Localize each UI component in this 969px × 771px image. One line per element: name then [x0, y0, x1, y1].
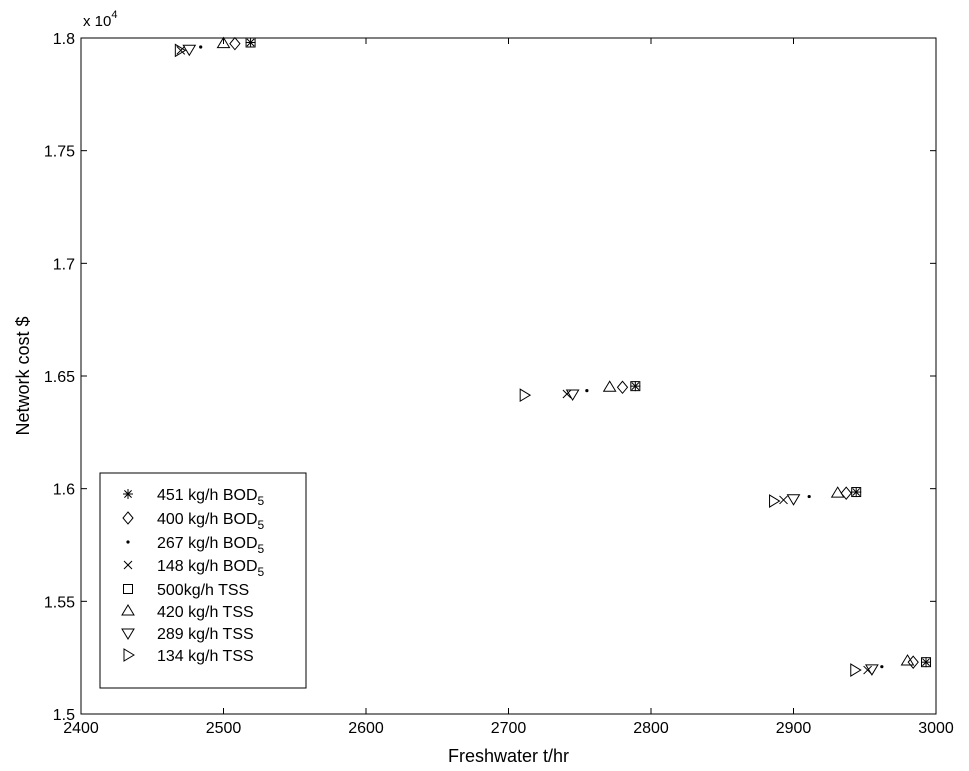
- data-point: [176, 46, 186, 55]
- data-point: [216, 36, 231, 49]
- series-7: [182, 44, 879, 676]
- data-point: [630, 381, 641, 392]
- data-point: [602, 380, 617, 392]
- series-6: [216, 36, 915, 666]
- legend-label: 400 kg/h BOD5: [157, 511, 265, 532]
- legend-marker: [126, 540, 130, 544]
- y-tick-label: 1.75: [44, 144, 75, 161]
- legend-label: 500kg/h TSS: [157, 582, 249, 599]
- series-1: [245, 37, 932, 668]
- x-tick-label: 2900: [776, 720, 812, 737]
- data-point: [174, 43, 187, 58]
- legend-frame: [99, 472, 307, 689]
- series-8: [174, 43, 862, 677]
- data-point: [830, 486, 845, 498]
- data-point: [786, 494, 801, 506]
- data-point: [900, 654, 915, 666]
- series-5: [245, 37, 932, 668]
- series-4: [176, 46, 872, 675]
- data-point: [565, 389, 580, 401]
- data-point: [864, 664, 879, 676]
- x-tick-label: 2600: [348, 720, 384, 737]
- legend-label: 451 kg/h BOD5: [157, 487, 265, 508]
- data-point: [807, 494, 811, 499]
- data-point: [921, 657, 932, 668]
- legend-marker: [123, 648, 135, 662]
- y-tick-label: 1.55: [44, 594, 75, 611]
- y-axis-label: Network cost $: [13, 316, 33, 435]
- data-point: [880, 665, 884, 669]
- x-tick-label: 2500: [206, 720, 242, 737]
- data-point: [779, 495, 788, 505]
- x-tick-label: 2700: [491, 720, 527, 737]
- data-point: [245, 37, 256, 48]
- x-tick-label: 2400: [63, 720, 99, 737]
- x-tick-label: 2800: [633, 720, 669, 737]
- y-tick-label: 1.7: [53, 256, 75, 273]
- data-point: [199, 45, 203, 49]
- legend-marker: [122, 511, 134, 525]
- legend-label: 289 kg/h TSS: [157, 626, 254, 643]
- y-tick-label: 1.5: [53, 707, 75, 724]
- data-point: [616, 380, 629, 395]
- legend-marker: [123, 584, 133, 594]
- x-axis-label: Freshwater t/hr: [448, 746, 569, 766]
- data-point: [229, 36, 241, 51]
- y-tick-label: 1.65: [44, 369, 75, 386]
- y-exponent-label: x 104: [83, 9, 117, 30]
- data-point: [851, 487, 862, 498]
- data-point: [851, 487, 862, 498]
- legend-marker: [123, 560, 133, 570]
- legend-label: 420 kg/h TSS: [157, 604, 254, 621]
- data-point: [519, 388, 532, 403]
- legend-label: 267 kg/h BOD5: [157, 535, 265, 556]
- data-point: [921, 657, 932, 668]
- data-point: [850, 663, 862, 677]
- legend-marker: [123, 489, 133, 499]
- data-point: [562, 389, 572, 399]
- legend-marker: [121, 628, 135, 640]
- data-point: [630, 381, 641, 392]
- data-point: [840, 486, 852, 500]
- data-point: [182, 44, 197, 57]
- y-tick-label: 1.8: [53, 31, 75, 48]
- data-point: [769, 494, 781, 508]
- series-3: [199, 45, 884, 669]
- y-tick-label: 1.6: [53, 482, 75, 499]
- data-point: [245, 37, 256, 48]
- legend-marker: [121, 604, 135, 616]
- legend-label: 148 kg/h BOD5: [157, 558, 265, 579]
- data-point: [907, 655, 919, 669]
- legend-label: 134 kg/h TSS: [157, 648, 254, 665]
- series-2: [229, 36, 919, 669]
- x-tick-label: 3000: [918, 720, 954, 737]
- data-point: [585, 389, 589, 393]
